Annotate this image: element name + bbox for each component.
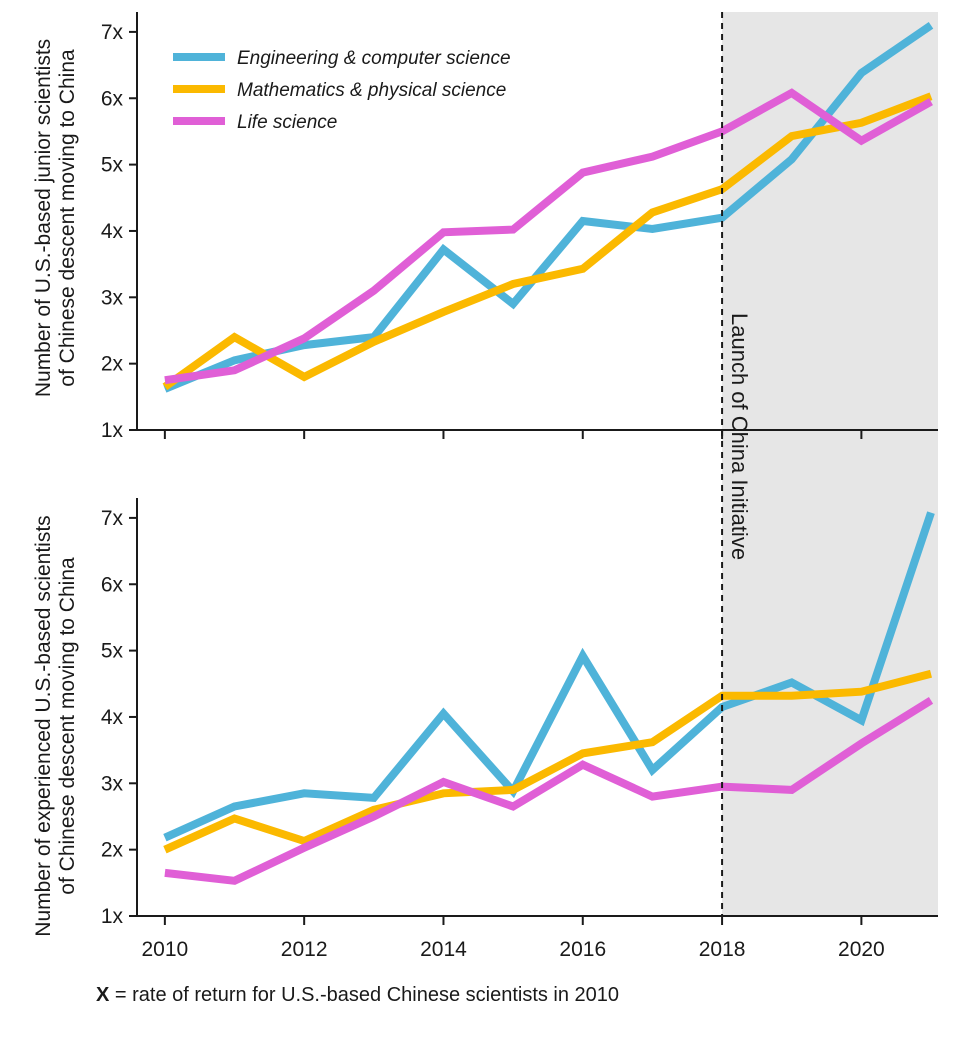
shaded-region-layer [722, 12, 938, 916]
series-line [163, 669, 932, 854]
footnote-text: = rate of return for U.S.-based Chinese … [109, 984, 620, 1006]
y-tick-label: 2x [101, 839, 124, 862]
y-tick-label: 1x [101, 419, 124, 442]
shaded-region [722, 12, 938, 916]
annotation-label: Launch of China Initiative [727, 313, 752, 560]
x-tick-label: 2014 [420, 938, 467, 961]
annotation-layer: Launch of China Initiative [721, 12, 752, 916]
y-tick-label: 4x [101, 706, 124, 729]
legend-label: Life science [237, 112, 337, 133]
top-panel: 1x 2x 3x 4x 5x 6x 7x Number of U.S.-based junio… [32, 12, 938, 442]
footnote-bold: X [96, 984, 110, 1006]
series-line [164, 88, 933, 385]
x-tick-label: 2018 [699, 938, 746, 961]
y-tick-label: 3x [101, 286, 124, 309]
y-axis-label-line: Number of experienced U.S.-based scienti… [32, 515, 55, 936]
y-tick-label: 2x [101, 353, 124, 376]
legend: Engineering & computer science Mathematic… [173, 48, 511, 133]
bottom-panel: 1x 2x 3x 4x 5x 6x 7x 2010 2012 2014 2016 2018 2020 Nu… [32, 498, 938, 961]
y-tick-label: 3x [101, 772, 124, 795]
y-tick-label: 6x [101, 87, 124, 110]
y-tick-label: 5x [101, 640, 124, 663]
series-line [162, 92, 933, 391]
series-line [164, 696, 934, 885]
y-axis-label-line: Number of U.S.-based junior scientists [32, 39, 55, 397]
legend-label: Engineering & computer science [237, 48, 511, 69]
x-tick-label: 2020 [838, 938, 885, 961]
y-tick-label: 1x [101, 905, 124, 928]
y-tick-label: 5x [101, 154, 124, 177]
x-tick-label: 2016 [559, 938, 606, 961]
y-axis-label: Number of experienced U.S.-based scienti… [32, 515, 79, 936]
y-tick-label: 4x [101, 220, 124, 243]
series-line [163, 511, 935, 842]
y-axis-label-line: of Chinese descent moving to China [56, 557, 79, 895]
y-axis-label: Number of U.S.-based junior scientistsof… [32, 39, 79, 397]
x-tick-label: 2010 [142, 938, 189, 961]
legend-label: Mathematics & physical science [237, 80, 506, 101]
y-axis-label-line: of Chinese descent moving to China [56, 49, 79, 387]
y-tick-label: 7x [101, 21, 124, 44]
footnote: X = rate of return for U.S.-based Chines… [96, 984, 619, 1007]
y-tick-label: 6x [101, 573, 124, 596]
chart: 1x 2x 3x 4x 5x 6x 7x Number of U.S.-based junio… [32, 12, 938, 961]
x-tick-label: 2012 [281, 938, 328, 961]
y-tick-label: 7x [101, 507, 124, 530]
